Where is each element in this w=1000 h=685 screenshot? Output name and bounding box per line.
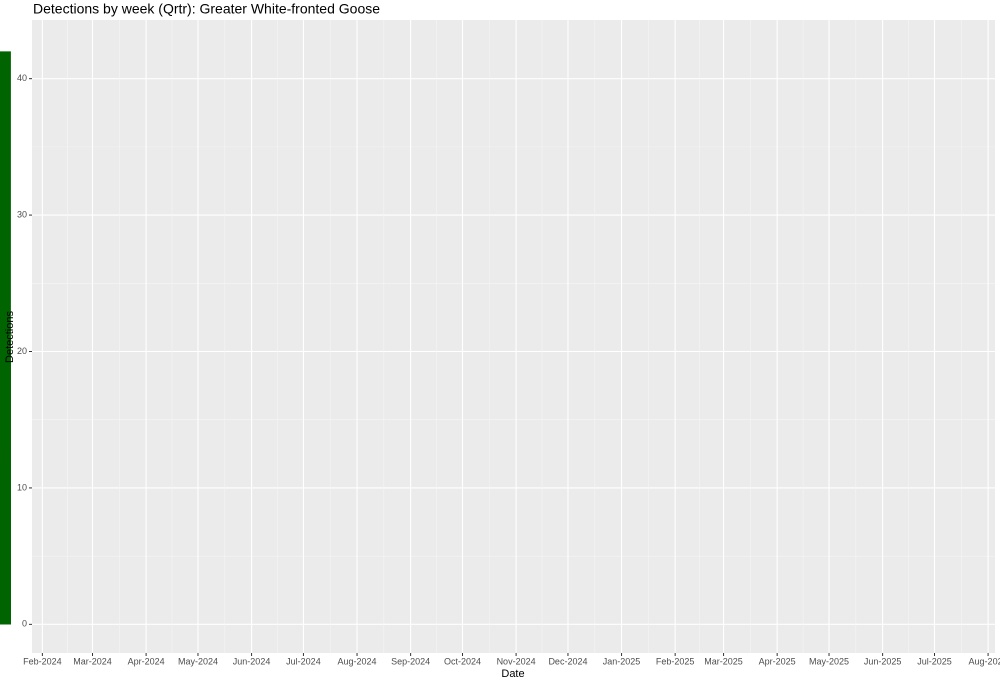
y-tick-label: 20: [17, 346, 27, 356]
x-tick-label: Apr-2024: [128, 656, 165, 666]
x-tick-label: Mar-2024: [73, 656, 112, 666]
y-tick-label: 30: [17, 209, 27, 219]
x-tick-label: Jul-2024: [286, 656, 321, 666]
x-tick-label: Dec-2024: [548, 656, 587, 666]
x-tick-label: Jun-2024: [233, 656, 271, 666]
x-tick-label: Jan-2025: [603, 656, 641, 666]
x-tick-label: May-2024: [178, 656, 218, 666]
chart-title: Detections by week (Qrtr): Greater White…: [33, 1, 380, 17]
panel: [32, 20, 995, 653]
x-tick-label: Feb-2025: [656, 656, 695, 666]
x-tick-label: Mar-2025: [704, 656, 743, 666]
x-tick-label: Aug-2025: [969, 656, 1000, 666]
x-tick-label: Sep-2024: [391, 656, 430, 666]
x-tick-label: Feb-2024: [23, 656, 62, 666]
y-tick-label: 40: [17, 73, 27, 83]
x-tick-label: Aug-2024: [338, 656, 377, 666]
y-axis-title: Detections: [4, 311, 16, 363]
bar: [0, 481, 11, 625]
x-tick-label: Jul-2025: [917, 656, 952, 666]
x-tick-label: Apr-2025: [759, 656, 796, 666]
x-tick-label: May-2025: [809, 656, 849, 666]
x-axis-title: Date: [501, 668, 524, 680]
x-tick-label: Nov-2024: [497, 656, 536, 666]
y-tick-label: 0: [22, 619, 27, 629]
x-tick-label: Oct-2024: [444, 656, 481, 666]
y-tick-label: 10: [17, 482, 27, 492]
x-tick-label: Jun-2025: [864, 656, 902, 666]
